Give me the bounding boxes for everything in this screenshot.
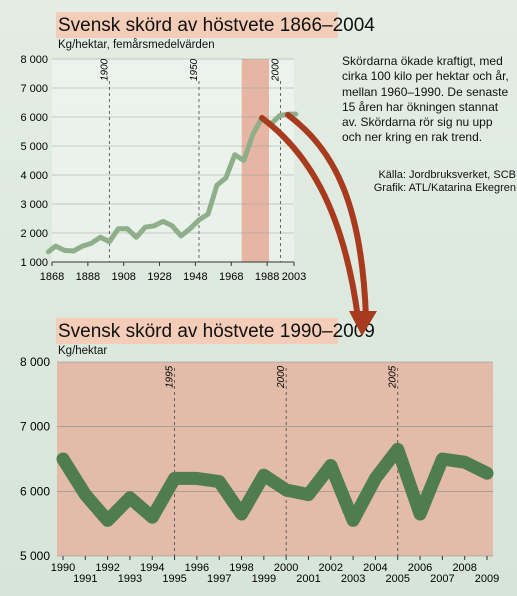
bottom-x-tick-label: 1990: [51, 562, 75, 574]
bottom-x-tick-label: 1997: [207, 573, 231, 585]
top-x-tick-label: 2003: [282, 271, 306, 283]
bottom-x-tick-label: 2005: [385, 573, 409, 585]
bottom-x-tick-label: 1999: [252, 573, 276, 585]
bottom-reference-label: 2000: [276, 365, 287, 389]
top-x-tick-label: 1908: [111, 271, 135, 283]
top-y-tick-label: 5 000: [20, 141, 48, 153]
bottom-x-tick-label: 2009: [475, 573, 499, 585]
top-y-tick-label: 3 000: [20, 199, 48, 211]
source-text: Källa: Jordbruksverket, SCB: [378, 169, 516, 181]
top-x-tick-label: 1988: [255, 271, 279, 283]
bottom-x-tick-label: 1994: [140, 562, 164, 574]
bottom-title-band: [56, 318, 338, 344]
credit-text: Grafik: ATL/Katarina Ekegren: [373, 182, 516, 194]
arrow-head: [349, 311, 377, 336]
top-chart-subtitle: Kg/hektar, femårsmedelvärden: [58, 39, 215, 51]
bottom-y-tick-label: 8 000: [20, 355, 50, 369]
top-y-tick-label: 8 000: [20, 54, 48, 66]
bottom-x-tick-label: 2003: [341, 573, 365, 585]
top-reference-label: 2000: [271, 58, 282, 82]
arrow-outer-curve: [259, 115, 361, 321]
bottom-x-tick-label: 1998: [229, 562, 253, 574]
top-y-tick-label: 6 000: [20, 112, 48, 124]
top-reference-label: 1950: [189, 58, 200, 81]
source-credit: Källa: Jordbruksverket, SCB Grafik: ATL/…: [356, 169, 516, 195]
bottom-y-tick-label: 6 000: [20, 484, 50, 498]
bottom-x-tick-label: 1993: [118, 573, 142, 585]
bottom-x-tick-label: 1995: [162, 573, 186, 585]
bottom-chart-title: Svensk skörd av höstvete 1990–2009: [58, 321, 375, 342]
arrow-inner-curve: [285, 112, 369, 321]
bottom-x-tick-label: 2004: [363, 562, 387, 574]
top-reference-label: 1900: [99, 58, 110, 81]
top-x-tick-label: 1888: [76, 271, 100, 283]
top-y-tick-label: 2 000: [20, 228, 48, 240]
top-y-tick-label: 1 000: [20, 257, 48, 269]
top-x-tick-label: 1968: [219, 271, 243, 283]
description-text: Skördarna ökade kraftigt, med cirka 100 …: [342, 54, 509, 145]
top-x-tick-label: 1868: [40, 271, 64, 283]
bottom-x-tick-label: 1996: [185, 562, 209, 574]
bottom-series-line: [56, 442, 494, 527]
top-x-tick-label: 1948: [183, 271, 207, 283]
top-y-tick-label: 7 000: [20, 83, 48, 95]
bottom-reference-label: 2005: [388, 365, 399, 389]
bottom-y-tick-label: 5 000: [20, 549, 50, 563]
top-chart-title: Svensk skörd av höstvete 1866–2004: [58, 15, 375, 36]
bottom-y-tick-label: 7 000: [20, 420, 50, 434]
bottom-x-tick-label: 2000: [274, 562, 298, 574]
bottom-chart-subtitle: Kg/hektar: [58, 345, 108, 357]
top-y-tick-label: 4 000: [20, 170, 48, 182]
bottom-x-tick-label: 2001: [296, 573, 320, 585]
bottom-x-tick-label: 2002: [319, 562, 343, 574]
top-series-line: [45, 111, 299, 255]
bottom-x-tick-label: 2006: [408, 562, 432, 574]
bottom-x-tick-label: 1991: [73, 573, 97, 585]
bottom-reference-label: 1995: [165, 365, 176, 388]
top-x-tick-label: 1928: [147, 271, 171, 283]
bottom-plot-area: [57, 362, 493, 556]
top-title-band: [56, 12, 338, 38]
bottom-x-tick-label: 2007: [430, 573, 454, 585]
bottom-x-tick-label: 2008: [452, 562, 476, 574]
bottom-x-tick-label: 1992: [95, 562, 119, 574]
